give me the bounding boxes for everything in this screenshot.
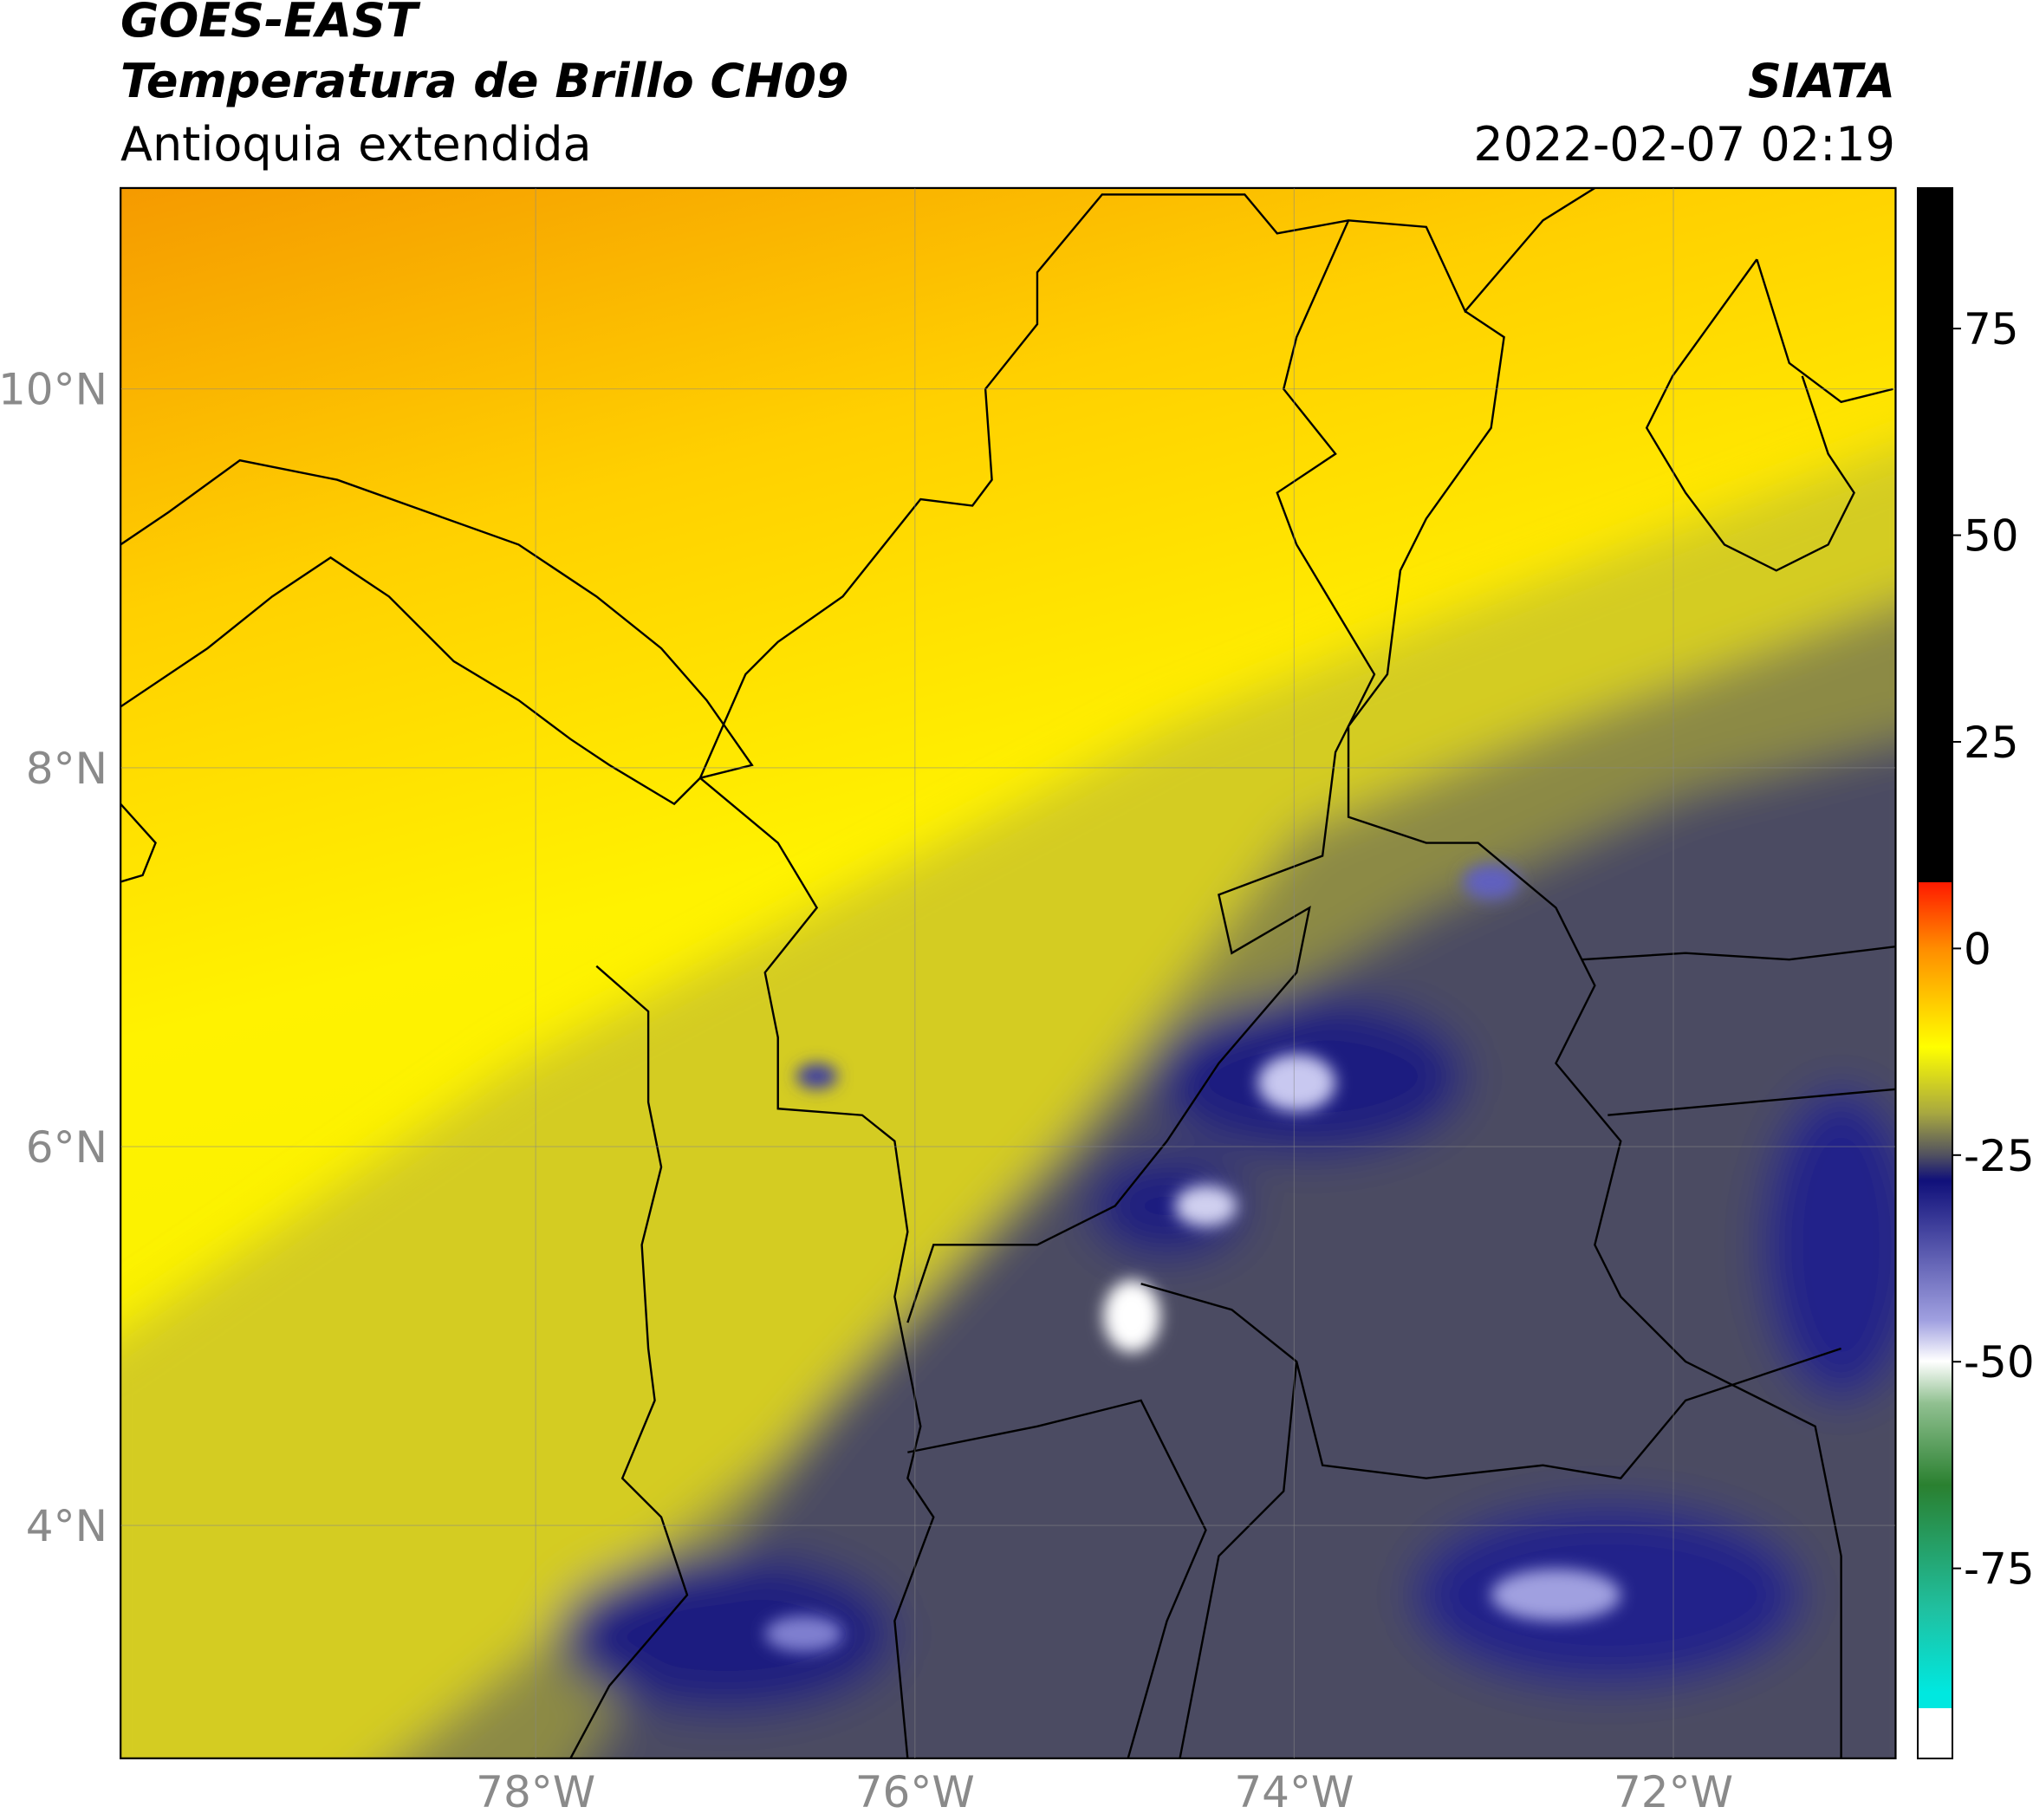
title: GOES-EAST [120, 0, 421, 48]
lat-tick-label: 4°N [26, 1501, 107, 1551]
colorbar [1917, 187, 1953, 1759]
lon-tick-label: 78°W [476, 1767, 595, 1817]
lat-tick-label: 8°N [26, 744, 107, 794]
colorbar-tick-label: 0 [1964, 924, 1991, 974]
colorbar-tick-label: -50 [1964, 1337, 2033, 1388]
lon-tick-label: 72°W [1614, 1767, 1733, 1817]
satellite-image [120, 186, 1897, 1759]
colorbar-tick-label: 50 [1964, 511, 2019, 562]
colorbar-tick-label: -25 [1964, 1131, 2033, 1181]
lon-tick-label: 76°W [855, 1767, 975, 1817]
datetime: 2022-02-07 02:19 [1473, 117, 1895, 172]
lat-tick-label: 10°N [0, 365, 107, 415]
lon-tick-label: 74°W [1234, 1767, 1354, 1817]
lat-tick-label: 6°N [26, 1122, 107, 1173]
subtitle: Temperatura de Brillo CH09 [120, 54, 849, 108]
colorbar-tick-label: 75 [1964, 304, 2019, 354]
colorbar-tick-label: 25 [1964, 718, 2019, 768]
colorbar-tick-label: -75 [1964, 1544, 2033, 1595]
region: Antioquia extendida [120, 117, 592, 172]
source: SIATA [1748, 54, 1895, 108]
